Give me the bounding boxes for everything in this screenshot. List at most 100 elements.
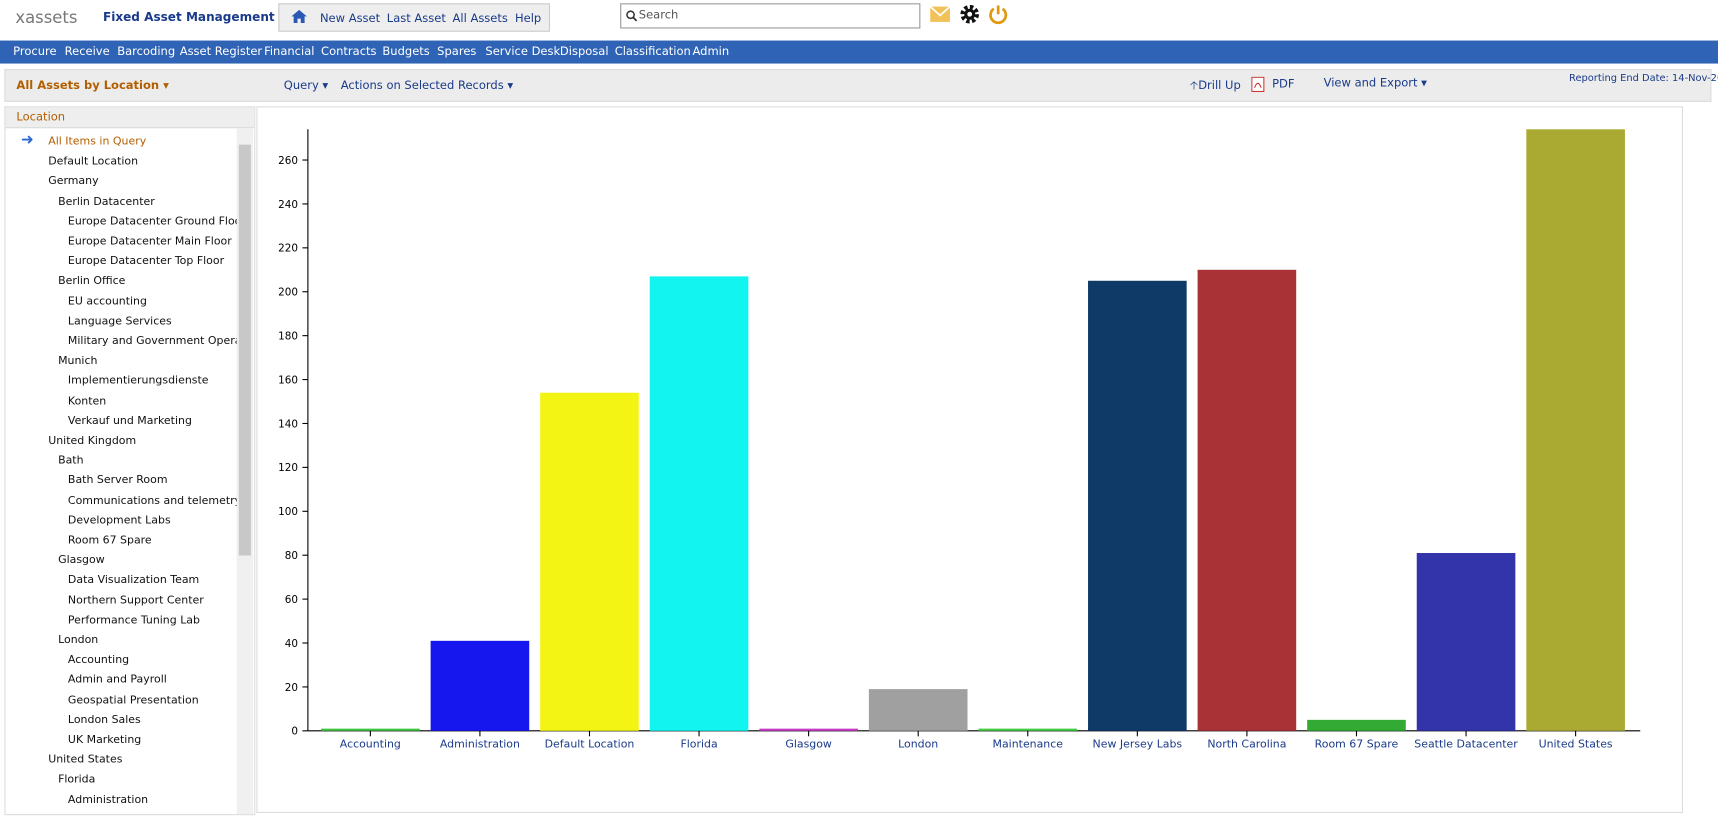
x-tick-label: Accounting	[340, 737, 401, 750]
tree-node[interactable]: Verkauf und Marketing	[5, 412, 236, 432]
pdf-icon[interactable]	[1251, 76, 1265, 93]
tree-label: Europe Datacenter Ground Floor	[67, 215, 237, 228]
chart-panel	[256, 106, 1683, 814]
search-icon	[626, 10, 638, 22]
tree-node[interactable]: United States	[5, 751, 236, 771]
mail-icon[interactable]	[929, 5, 951, 23]
bar	[1088, 280, 1187, 731]
tree-node[interactable]: Europe Datacenter Ground Floor	[5, 212, 237, 232]
tree-node[interactable]: London	[5, 631, 236, 651]
tree-label: Default Location	[48, 155, 139, 168]
tree-node[interactable]: Bath Server Room	[5, 472, 236, 492]
reporting-date: Reporting End Date: 14-Nov-2019	[1569, 73, 1718, 85]
bar	[540, 392, 639, 731]
menu-item[interactable]: Classification	[614, 44, 691, 59]
tree-node[interactable]: Development Labs	[5, 511, 236, 531]
tree-node[interactable]: Berlin Datacenter	[5, 192, 236, 212]
header-link[interactable]: Last Asset	[386, 12, 446, 26]
menu-item[interactable]: Spares	[437, 44, 477, 59]
tree-node[interactable]: Admin and Payroll	[5, 671, 236, 691]
header-link[interactable]: Help	[514, 12, 542, 26]
app-title[interactable]: Fixed Asset Management	[102, 9, 275, 25]
menu-item[interactable]: Financial	[264, 44, 315, 59]
menu-item[interactable]: Contracts	[321, 44, 377, 59]
actions-menu[interactable]: Actions on Selected Records ▾	[340, 78, 514, 93]
tree-label: Europe Datacenter Main Floor	[67, 235, 232, 248]
drill-up[interactable]: 🡡Drill Up	[1189, 78, 1241, 93]
tree-label: Implementierungsdienste	[67, 375, 209, 388]
tree-node[interactable]: Europe Datacenter Top Floor	[5, 252, 236, 272]
logout-icon[interactable]	[987, 3, 1009, 25]
x-tick-label: London	[898, 737, 938, 750]
bar	[649, 276, 749, 731]
bar	[321, 728, 420, 731]
tree-node[interactable]: Munich	[5, 352, 236, 372]
tree-node[interactable]: United Kingdom	[5, 432, 236, 452]
x-tick-label: Default Location	[545, 737, 635, 750]
tree-label: Performance Tuning Lab	[67, 614, 200, 627]
export-menu[interactable]: View and Export ▾	[1323, 76, 1427, 90]
search-box[interactable]: Search	[620, 3, 921, 29]
tree-header: Location	[5, 107, 255, 129]
tree-node[interactable]: Florida Server and Networking Faci	[5, 811, 237, 815]
view-selector[interactable]: All Assets by Location ▾	[16, 78, 169, 93]
scrollbar[interactable]	[236, 128, 254, 815]
tree-node[interactable]: Default Location	[5, 153, 236, 173]
menu-item[interactable]: Barcoding	[117, 44, 176, 59]
header-link[interactable]: New Asset	[319, 12, 381, 26]
tree-node[interactable]: Performance Tuning Lab	[5, 611, 236, 631]
bar	[1416, 553, 1516, 731]
menu-item[interactable]: Receive	[64, 44, 110, 59]
menu-item[interactable]: Admin	[692, 44, 730, 59]
tree-label: Admin and Payroll	[67, 674, 167, 687]
tree-label: Bath	[58, 454, 84, 467]
tree-node[interactable]: Konten	[5, 392, 236, 412]
arrow-icon: ➜	[20, 131, 34, 150]
tree-node[interactable]: Military and Government Operation	[5, 332, 237, 352]
actions-label: Actions on Selected Records	[340, 78, 504, 93]
tree-node[interactable]: Room 67 Spare	[5, 531, 236, 551]
menu-item[interactable]: Asset Register	[179, 44, 263, 59]
tree-label: Communications and telemetry	[67, 494, 237, 507]
query-menu[interactable]: Query ▾	[283, 78, 329, 93]
tree-node[interactable]: Implementierungsdienste	[5, 372, 236, 392]
tree-node[interactable]: Berlin Office	[5, 272, 236, 292]
x-tick-label: Florida	[680, 737, 717, 750]
header-link[interactable]: All Assets	[452, 12, 508, 26]
tree-node[interactable]: Bath	[5, 452, 236, 472]
tree-node[interactable]: Glasgow	[5, 551, 236, 571]
y-tick-label: 100	[278, 506, 298, 518]
scroll-thumb[interactable]	[238, 144, 251, 556]
tree-node[interactable]: UK Marketing	[5, 731, 236, 751]
pdf-link[interactable]: PDF	[1272, 77, 1295, 91]
y-tick-label: 220	[278, 243, 298, 255]
tree-node[interactable]: EU accounting	[5, 292, 236, 312]
x-tick-label: New Jersey Labs	[1093, 737, 1183, 750]
y-tick-label: 120	[278, 462, 298, 474]
menu-item[interactable]: Disposal	[559, 44, 609, 59]
tree-label: Northern Support Center	[67, 594, 204, 607]
tree-node[interactable]: Data Visualization Team	[5, 571, 236, 591]
tree-node[interactable]: Geospatial Presentation	[5, 691, 236, 711]
tree-node[interactable]: Administration	[5, 791, 236, 811]
logo[interactable]: xassets	[15, 7, 78, 28]
x-tick-label: Seattle Datacenter	[1414, 737, 1518, 750]
tree-node[interactable]: Germany	[5, 172, 236, 192]
tree-node[interactable]: Northern Support Center	[5, 591, 236, 611]
tree-node[interactable]: London Sales	[5, 711, 236, 731]
x-tick-label: Maintenance	[993, 737, 1064, 750]
menu-item[interactable]: Budgets	[382, 44, 430, 59]
menu-item[interactable]: Service Desk	[485, 44, 561, 59]
settings-icon[interactable]	[959, 3, 981, 25]
home-icon[interactable]	[290, 9, 308, 24]
tree-node[interactable]: Communications and telemetry	[5, 492, 237, 512]
menu-item[interactable]: Procure	[13, 44, 57, 59]
tree-node[interactable]: Accounting	[5, 651, 236, 671]
tree-label: United States	[48, 754, 123, 767]
search-placeholder: Search	[638, 8, 679, 22]
tree-node[interactable]: Florida	[5, 771, 236, 791]
tree-node[interactable]: Language Services	[5, 312, 236, 332]
tree-node[interactable]: Europe Datacenter Main Floor	[5, 232, 236, 252]
tree-label: Accounting	[67, 654, 130, 667]
